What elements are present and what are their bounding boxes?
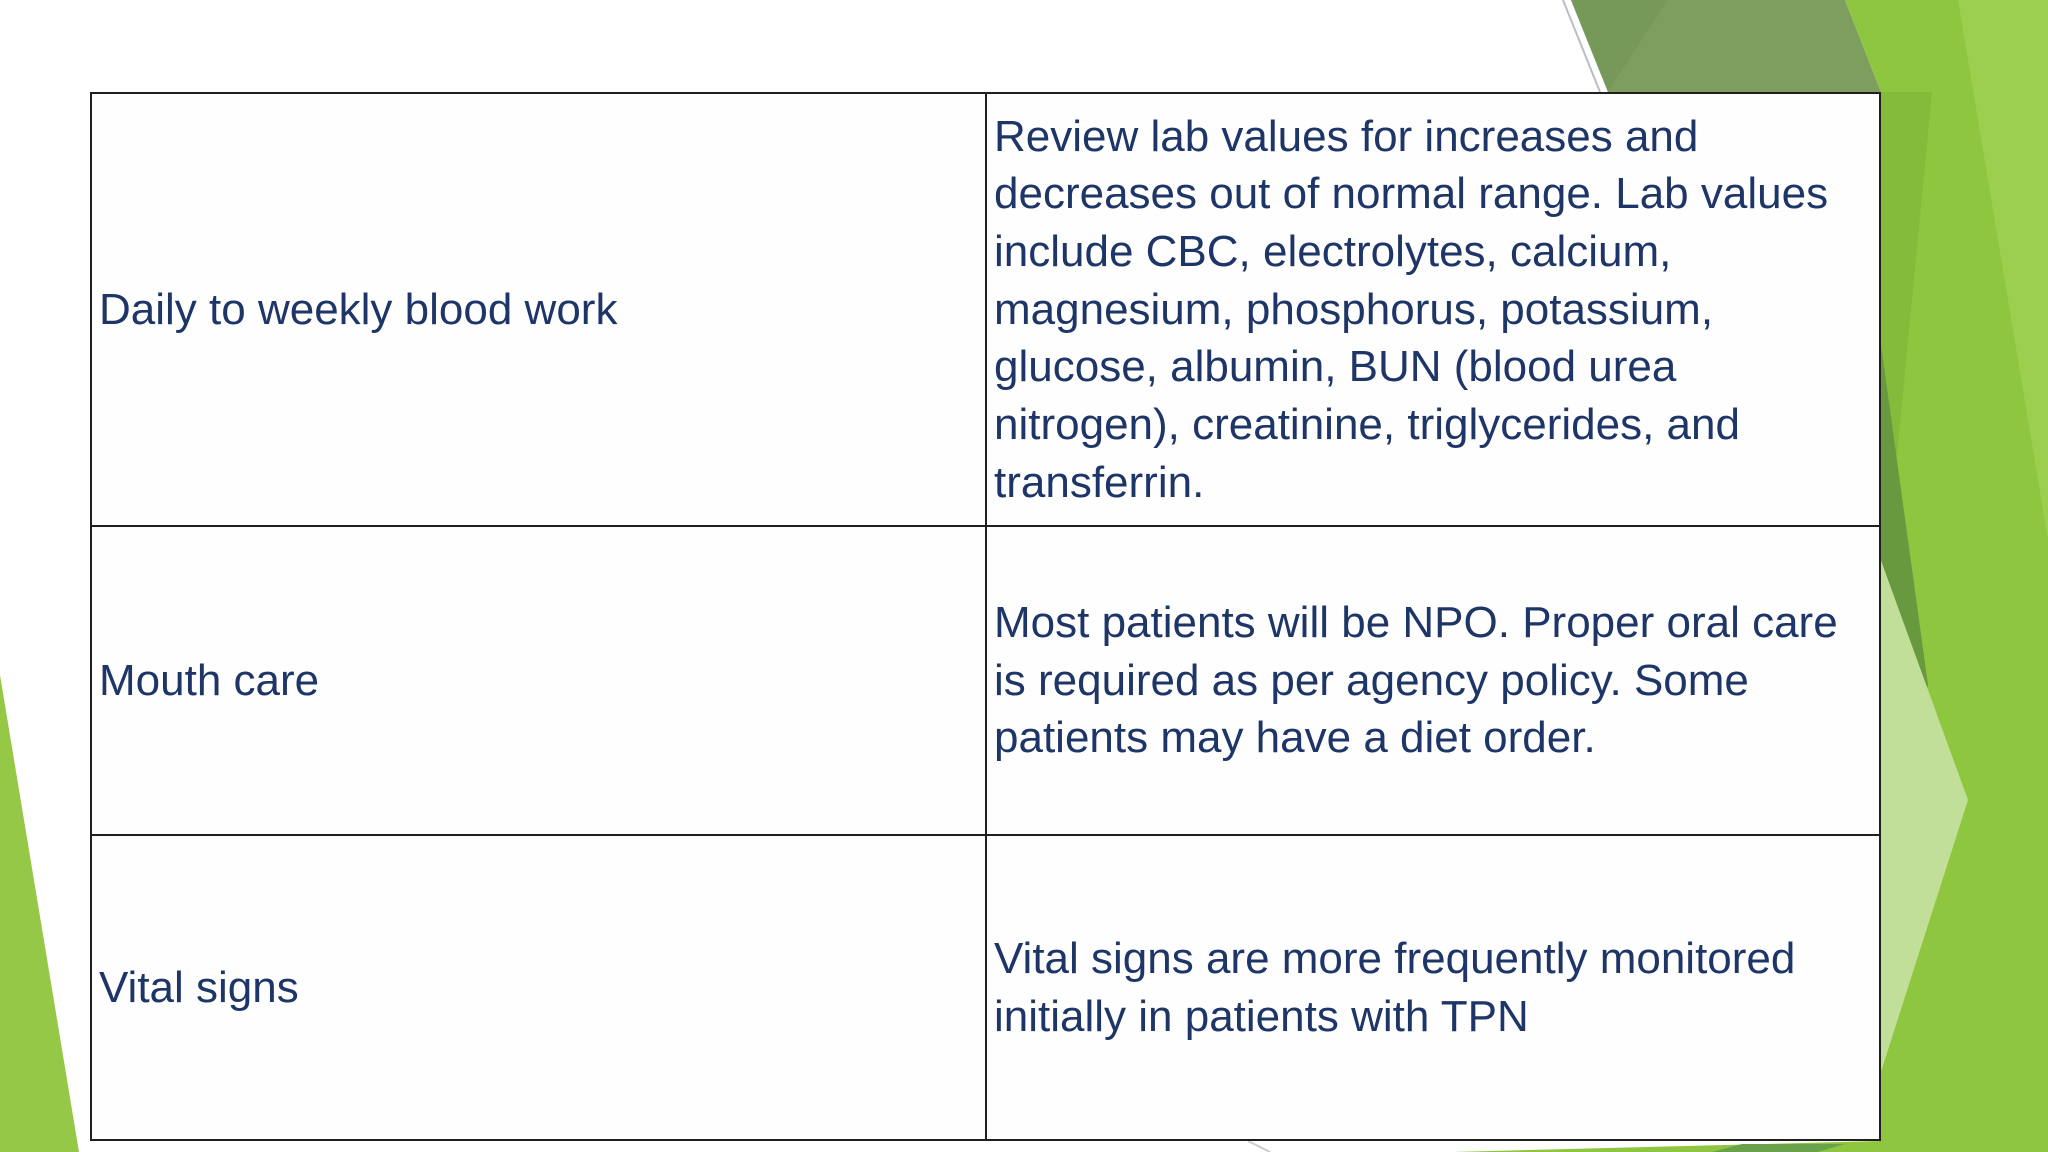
bottom-dark-sliver (1712, 1144, 1845, 1152)
table-cell-term-2: Mouth care (92, 527, 987, 836)
description-text-1: Review lab values for increases and decr… (994, 111, 1829, 507)
description-text-2: Most patients will be NPO. Proper oral c… (994, 598, 1838, 763)
table-cell-description-1: Review lab values for increases and decr… (987, 94, 1879, 527)
pale-green-facet (1879, 555, 1968, 1078)
table-cell-description-3: Vital signs are more frequently monitore… (987, 836, 1879, 1139)
bottom-left-green-wedge (0, 675, 79, 1152)
description-text-3: Vital signs are more frequently monitore… (994, 933, 1796, 1041)
term-text-2: Mouth care (99, 655, 320, 705)
term-text-3: Vital signs (99, 962, 299, 1012)
table-cell-description-2: Most patients will be NPO. Proper oral c… (987, 527, 1879, 836)
olive-facet-dark (1571, 0, 1668, 92)
bright-green-light-facet (1958, 0, 2048, 540)
faint-diagonal-line-bottom (1247, 1140, 1271, 1152)
monitoring-table: Daily to weekly blood work Review lab va… (90, 92, 1881, 1141)
term-text-1: Daily to weekly blood work (99, 284, 618, 334)
faint-diagonal-line-top (1562, 0, 1601, 93)
table-cell-term-1: Daily to weekly blood work (92, 94, 987, 527)
table-cell-term-3: Vital signs (92, 836, 987, 1139)
dull-green-wedge (1879, 92, 1932, 470)
